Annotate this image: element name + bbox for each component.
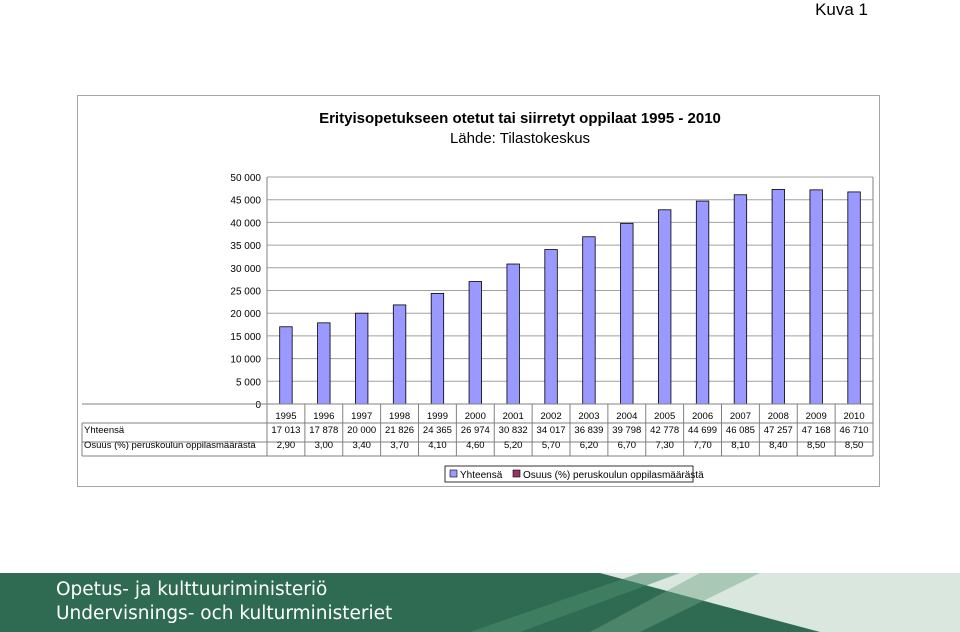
data-label: 6,20 <box>580 440 599 451</box>
bar-2003 <box>582 236 596 405</box>
data-label: 26 974 <box>461 425 490 436</box>
data-label: 8,10 <box>731 440 750 451</box>
bar-2005 <box>658 209 672 405</box>
data-label: 5,20 <box>504 440 523 451</box>
data-label: 2,90 <box>277 440 296 451</box>
bar-1998 <box>392 304 407 405</box>
x-tick-label: 2008 <box>768 411 789 422</box>
page-label: Kuva 1 <box>815 0 868 19</box>
data-label: 42 778 <box>650 425 679 436</box>
y-tick-label: 0 <box>255 400 261 411</box>
x-tick-label: 1998 <box>389 411 410 422</box>
data-label: 3,70 <box>390 440 409 451</box>
table-row-label: Yhteensä <box>84 425 125 436</box>
x-tick-label: 2001 <box>503 411 524 422</box>
legend <box>444 465 694 483</box>
data-label: 46 085 <box>726 425 755 436</box>
chart-subtitle: Lähde: Tilastokeskus <box>450 130 590 147</box>
data-label: 39 798 <box>612 425 641 436</box>
x-tick-label: 1995 <box>275 411 296 422</box>
y-tick-label: 5 000 <box>236 377 261 388</box>
y-tick-label: 10 000 <box>230 355 261 366</box>
bar-2004 <box>620 222 634 405</box>
y-tick-label: 35 000 <box>230 241 261 252</box>
data-label: 24 365 <box>423 425 452 436</box>
bar-1996 <box>317 322 331 405</box>
x-tick-label: 2010 <box>843 411 864 422</box>
table-row-label: Osuus (%) peruskoulun oppilasmäärästä <box>84 440 256 451</box>
data-label: 30 832 <box>499 425 528 436</box>
ministry-name-swedish: Undervisnings- och kulturministeriet <box>56 603 393 624</box>
y-tick-label: 20 000 <box>230 309 261 320</box>
x-tick-label: 1999 <box>427 411 448 422</box>
bar-2008 <box>771 189 785 405</box>
data-label: 36 839 <box>574 425 603 436</box>
data-label: 8,50 <box>845 440 864 451</box>
bar-2007 <box>733 194 748 405</box>
bar-2002 <box>544 249 558 405</box>
bar-2001 <box>506 263 520 405</box>
x-tick-label: 1997 <box>351 411 372 422</box>
data-label: 4,10 <box>428 440 447 451</box>
data-label: 44 699 <box>688 425 717 436</box>
data-label: 6,70 <box>618 440 637 451</box>
data-label: 3,00 <box>315 440 334 451</box>
data-label: 21 826 <box>385 425 414 436</box>
legend-entry: Yhteensä <box>460 470 503 481</box>
bar-1995 <box>279 326 293 405</box>
x-tick-label: 1996 <box>313 411 334 422</box>
bar-2009 <box>809 189 823 405</box>
footer-band: Opetus- ja kulttuuriministeriö Undervisn… <box>0 573 960 632</box>
y-tick-label: 50 000 <box>230 173 261 184</box>
data-label: 47 168 <box>802 425 831 436</box>
bar-1999 <box>430 292 445 405</box>
data-label: 4,60 <box>466 440 485 451</box>
bar-1997 <box>355 312 369 405</box>
data-label: 8,50 <box>807 440 826 451</box>
chart-title: Erityisopetukseen otetut tai siirretyt o… <box>319 110 721 127</box>
legend-entry: Osuus (%) peruskoulun oppilasmäärästä <box>523 470 704 481</box>
data-label: 17 013 <box>271 425 300 436</box>
y-tick-label: 25 000 <box>230 287 261 298</box>
y-tick-label: 40 000 <box>230 218 261 229</box>
data-label: 5,70 <box>542 440 561 451</box>
x-tick-label: 2000 <box>465 411 486 422</box>
data-label: 46 710 <box>840 425 869 436</box>
bar-2000 <box>468 281 482 405</box>
x-tick-label: 2007 <box>730 411 751 422</box>
x-tick-label: 2004 <box>616 411 637 422</box>
x-tick-label: 2003 <box>578 411 599 422</box>
data-label: 3,40 <box>352 440 371 451</box>
data-label: 20 000 <box>347 425 376 436</box>
data-label: 7,30 <box>655 440 674 451</box>
x-tick-label: 2002 <box>540 411 561 422</box>
legend-swatch <box>512 469 521 478</box>
x-tick-label: 2009 <box>806 411 827 422</box>
data-label: 7,70 <box>693 440 712 451</box>
x-tick-label: 2006 <box>692 411 713 422</box>
bar-2006 <box>695 200 710 405</box>
bar-chart: Erityisopetukseen otetut tai siirretyt o… <box>81 110 874 483</box>
data-label: 34 017 <box>537 425 566 436</box>
x-tick-label: 2005 <box>654 411 675 422</box>
data-label: 8,40 <box>769 440 788 451</box>
bar-2010 <box>847 191 861 405</box>
data-label: 47 257 <box>764 425 793 436</box>
ministry-name-finnish: Opetus- ja kulttuuriministeriö <box>56 579 328 600</box>
y-tick-label: 15 000 <box>230 332 261 343</box>
y-tick-label: 30 000 <box>230 264 261 275</box>
data-label: 17 878 <box>309 425 338 436</box>
legend-swatch <box>449 469 458 478</box>
y-tick-label: 45 000 <box>230 196 261 207</box>
chart-frame: Erityisopetukseen otetut tai siirretyt o… <box>77 95 880 487</box>
